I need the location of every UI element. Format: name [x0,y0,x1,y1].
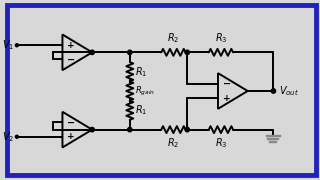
Text: $R_1$: $R_1$ [135,103,147,117]
Text: $R_3$: $R_3$ [215,32,227,45]
Text: −: − [68,118,76,127]
Circle shape [185,50,189,55]
Text: $R_1$: $R_1$ [135,65,147,79]
Circle shape [128,127,132,132]
Text: $R_2$: $R_2$ [167,137,180,150]
Circle shape [128,50,132,55]
Circle shape [15,135,18,138]
Text: +: + [68,132,75,141]
Circle shape [185,127,189,132]
Text: $V_{out}$: $V_{out}$ [279,84,300,98]
Text: $R_3$: $R_3$ [215,137,227,150]
Polygon shape [62,112,92,147]
Text: $V_1$: $V_1$ [2,38,14,52]
Circle shape [90,127,94,132]
Text: −: − [223,79,231,89]
Polygon shape [62,35,92,70]
Text: −: − [68,55,76,64]
Circle shape [271,89,276,93]
Text: +: + [223,94,230,103]
Circle shape [90,50,94,55]
Circle shape [15,44,18,47]
Text: +: + [68,41,75,50]
Text: $R_{gain}$: $R_{gain}$ [135,84,155,98]
Text: $V_2$: $V_2$ [2,130,14,144]
Text: $R_2$: $R_2$ [167,32,180,45]
Polygon shape [218,73,248,109]
